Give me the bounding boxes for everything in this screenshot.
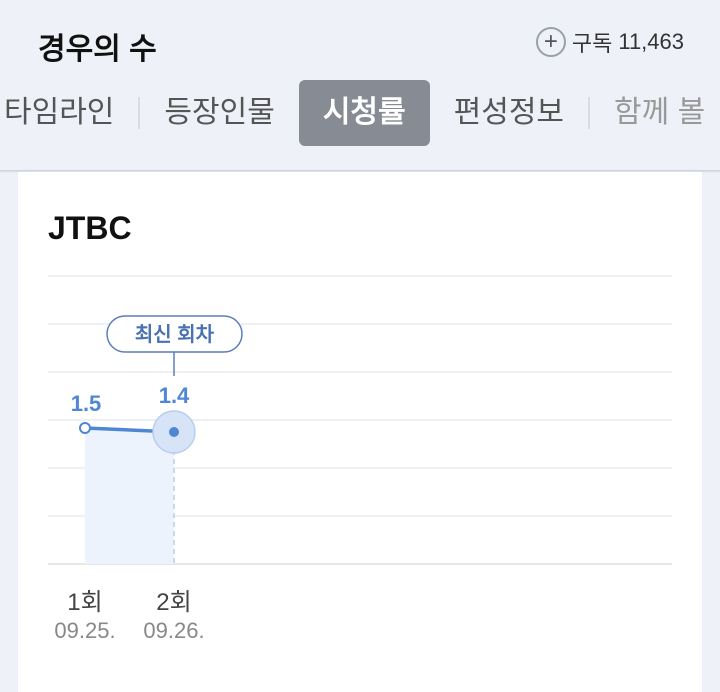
tab-bar: 타임라인 등장인물 시청률 편성정보 함께 볼 [0, 80, 720, 146]
subscriber-count: 11,463 [618, 29, 684, 54]
x-tick-label: 1회 [67, 589, 103, 616]
ratings-chart: 1.5 1.4 최신 회차 [48, 275, 672, 565]
x-tick-label: 2회 [156, 589, 192, 616]
station-name: JTBC [48, 210, 132, 246]
data-point [169, 427, 179, 437]
subscribe-label: 구독 [571, 31, 613, 56]
tab-divider [588, 97, 591, 129]
tab-schedule[interactable]: 편성정보 [453, 96, 565, 129]
tab-ratings[interactable]: 시청률 [298, 80, 430, 146]
tab-watch-together[interactable]: 함께 볼 [614, 96, 706, 129]
x-date-label: 09.25. [54, 618, 116, 643]
plus-circle-icon: + [535, 27, 566, 57]
value-label: 1.4 [159, 383, 190, 408]
value-label: 1.5 [71, 391, 102, 416]
tab-timeline[interactable]: 타임라인 [4, 96, 115, 129]
subscribe-button[interactable]: + 구독 11,463 [535, 26, 684, 58]
latest-badge-label: 최신 회차 [135, 323, 215, 346]
tab-characters[interactable]: 등장인물 [164, 96, 275, 129]
x-date-label: 09.26. [143, 618, 205, 643]
area-fill [85, 428, 174, 564]
header-shadow [0, 170, 720, 173]
latest-badge [106, 315, 243, 353]
tab-divider [138, 97, 141, 129]
program-title: 경우의 수 [38, 33, 157, 66]
data-point [79, 422, 91, 434]
